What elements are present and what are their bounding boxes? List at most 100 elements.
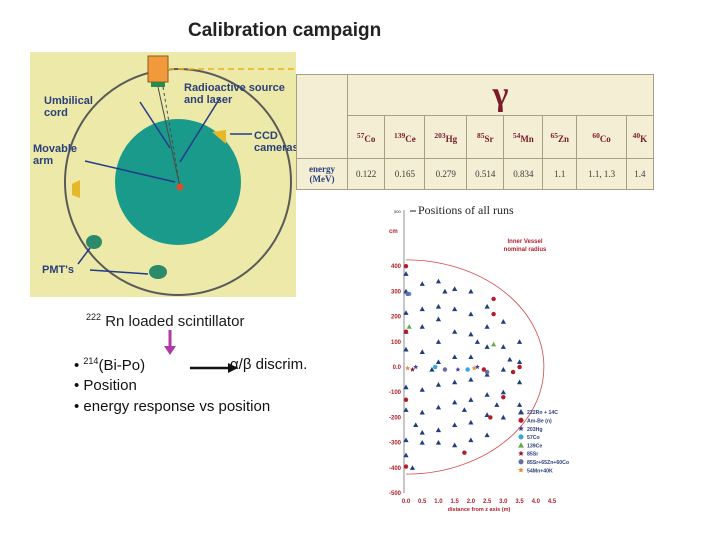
energy-cell: 0.122 bbox=[346, 158, 386, 190]
x-tick-label: 1.5 bbox=[450, 499, 459, 505]
data-point bbox=[465, 367, 470, 372]
data-point bbox=[500, 344, 506, 349]
data-point bbox=[435, 316, 442, 322]
umbilical-cord-dashed bbox=[162, 86, 181, 188]
data-point bbox=[419, 429, 425, 435]
data-point bbox=[403, 271, 409, 276]
y-tick-label: -500 bbox=[389, 491, 402, 497]
data-point bbox=[413, 422, 419, 428]
page-title: Calibration campaign bbox=[188, 20, 382, 41]
data-point bbox=[435, 382, 442, 387]
source-box bbox=[147, 55, 169, 83]
y-tick-label: -300 bbox=[389, 441, 402, 447]
data-point bbox=[419, 409, 425, 415]
energy-row: energy (MeV) 0.122 0.165 0.279 0.514 0.83… bbox=[296, 158, 655, 190]
data-point bbox=[462, 450, 467, 455]
y-tick-label: -200 bbox=[389, 415, 402, 421]
ccd-camera-left bbox=[72, 180, 80, 198]
x-tick-label: 2.0 bbox=[467, 499, 476, 505]
chart-title: Positions of all runs bbox=[418, 203, 514, 217]
data-point bbox=[409, 465, 416, 470]
data-point bbox=[455, 366, 461, 372]
data-point bbox=[491, 311, 496, 317]
data-point bbox=[413, 364, 419, 370]
isotope-cell: 65Zn bbox=[542, 115, 578, 159]
x-tick-label: 1.0 bbox=[434, 499, 443, 505]
energy-cell: 1.4 bbox=[625, 158, 655, 190]
source-connector bbox=[151, 82, 165, 87]
data-point bbox=[435, 404, 442, 410]
source-pointer bbox=[179, 97, 221, 163]
data-point bbox=[468, 354, 474, 359]
bullet-bipo: • 214(Bi-Po) bbox=[74, 356, 146, 374]
legend-label: 139Ce bbox=[527, 443, 542, 449]
data-point bbox=[468, 419, 474, 425]
data-point bbox=[510, 369, 516, 375]
data-point bbox=[452, 442, 458, 448]
data-point bbox=[435, 440, 442, 445]
legend-marker bbox=[518, 450, 524, 456]
pmt-pointer-1 bbox=[77, 247, 91, 265]
energy-cell: 0.165 bbox=[384, 158, 426, 190]
x-tick-label: 0.5 bbox=[418, 499, 427, 505]
data-point bbox=[491, 341, 497, 347]
pmt-left bbox=[86, 235, 102, 249]
data-point bbox=[452, 422, 458, 428]
data-point bbox=[403, 384, 409, 390]
legend-label: Am-Be (n) bbox=[527, 419, 552, 425]
energy-cell: 0.514 bbox=[466, 158, 505, 190]
data-point bbox=[516, 402, 523, 407]
umbilical-pointer bbox=[139, 101, 171, 149]
energy-cell: 1.1, 1.3 bbox=[576, 158, 627, 190]
data-point bbox=[461, 407, 467, 412]
data-point bbox=[419, 306, 425, 312]
ccd-camera-top bbox=[212, 130, 226, 144]
legend-label: 85Sr+65Zn+60Co bbox=[527, 460, 569, 466]
energy-row-label: energy (MeV) bbox=[296, 158, 348, 190]
data-point bbox=[494, 402, 500, 407]
source-position bbox=[176, 183, 184, 191]
data-point bbox=[500, 414, 506, 420]
legend-marker bbox=[518, 434, 524, 440]
data-point bbox=[419, 281, 425, 286]
data-point bbox=[500, 389, 506, 395]
bullet-position: • Position bbox=[74, 377, 137, 394]
positions-chart: Positions of all runs 500 cm 400 300 200 100 0.… bbox=[389, 203, 569, 513]
data-point bbox=[435, 359, 442, 365]
data-point bbox=[468, 311, 474, 317]
data-point bbox=[442, 288, 448, 294]
scintillator-isotope: 222 bbox=[86, 312, 102, 322]
data-point bbox=[491, 296, 496, 302]
umbilical-cord-line bbox=[157, 86, 181, 188]
pmt-label: PMT's bbox=[42, 264, 74, 276]
data-point bbox=[452, 354, 458, 359]
data-point bbox=[406, 324, 412, 329]
data-point bbox=[516, 379, 523, 385]
x-tick-label: 0.0 bbox=[402, 499, 411, 505]
isotope-cell: 60Co bbox=[576, 115, 627, 159]
energy-cell: 0.279 bbox=[424, 158, 468, 190]
legend-label: 54Mn+40K bbox=[527, 468, 553, 474]
x-axis-label: distance from z axis (m) bbox=[448, 507, 511, 513]
arm-label: Movable arm bbox=[33, 143, 78, 167]
data-point bbox=[419, 324, 425, 329]
data-point bbox=[403, 329, 409, 334]
vessel-annotation-1: Inner Vessel bbox=[507, 239, 542, 245]
alpha-beta-discrimination: α/β discrim. bbox=[230, 356, 308, 373]
data-point bbox=[435, 339, 442, 344]
pmt-bottom bbox=[149, 265, 167, 279]
pmt-pointer-2 bbox=[89, 269, 149, 275]
energy-cell: 0.834 bbox=[503, 158, 544, 190]
inner-vessel-arc bbox=[405, 259, 545, 475]
data-point bbox=[516, 339, 523, 344]
isotope-cell: 139Ce bbox=[384, 115, 426, 159]
down-arrow-icon bbox=[164, 330, 176, 355]
y-tick-label: 400 bbox=[391, 264, 402, 270]
table-corner bbox=[296, 74, 348, 159]
isotope-cell: 40K bbox=[625, 115, 655, 159]
data-point bbox=[484, 412, 490, 417]
scintillator-text: Rn loaded scintillator bbox=[101, 313, 245, 330]
data-point bbox=[484, 344, 490, 349]
data-point bbox=[474, 364, 480, 370]
arm-pointer bbox=[84, 160, 176, 183]
